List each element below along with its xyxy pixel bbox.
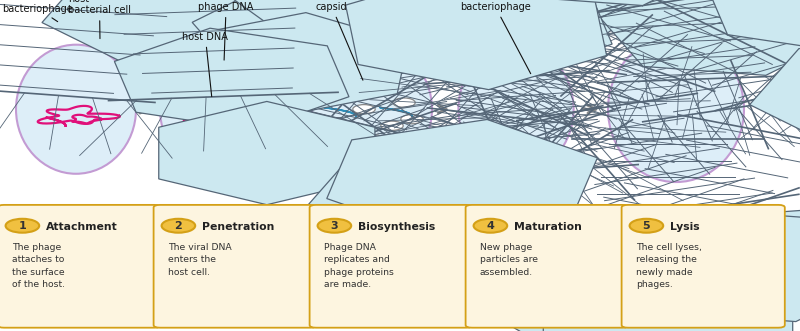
Ellipse shape — [458, 45, 574, 174]
Polygon shape — [304, 152, 550, 249]
Ellipse shape — [16, 45, 136, 174]
Text: capsid: capsid — [316, 2, 363, 80]
Polygon shape — [326, 119, 598, 237]
Polygon shape — [192, 0, 438, 80]
Text: Penetration: Penetration — [202, 222, 274, 232]
Text: host DNA: host DNA — [182, 32, 228, 97]
Text: Phage DNA
replicates and
phage proteins
are made.: Phage DNA replicates and phage proteins … — [324, 243, 394, 289]
Circle shape — [318, 219, 351, 233]
FancyBboxPatch shape — [154, 205, 317, 328]
Polygon shape — [750, 38, 800, 150]
Circle shape — [353, 105, 375, 114]
Text: phage DNA: phage DNA — [198, 2, 254, 60]
Polygon shape — [478, 0, 720, 25]
FancyBboxPatch shape — [466, 205, 629, 328]
Text: 3: 3 — [330, 221, 338, 231]
Polygon shape — [543, 248, 793, 331]
Circle shape — [393, 98, 415, 107]
Polygon shape — [378, 0, 612, 77]
Polygon shape — [600, 0, 800, 75]
Circle shape — [373, 78, 395, 87]
Circle shape — [162, 219, 195, 233]
Text: host
bacterial cell: host bacterial cell — [68, 0, 131, 39]
Polygon shape — [417, 0, 703, 4]
Text: The cell lyses,
releasing the
newly made
phages.: The cell lyses, releasing the newly made… — [636, 243, 702, 289]
Ellipse shape — [312, 45, 432, 174]
Text: Lysis: Lysis — [670, 222, 700, 232]
Text: bacteriophage: bacteriophage — [2, 4, 73, 22]
FancyBboxPatch shape — [622, 205, 785, 328]
Circle shape — [333, 85, 355, 94]
Polygon shape — [702, 0, 800, 55]
FancyBboxPatch shape — [0, 205, 161, 328]
Circle shape — [325, 118, 347, 127]
Circle shape — [401, 115, 423, 124]
Polygon shape — [42, 0, 288, 62]
Polygon shape — [229, 0, 478, 41]
Polygon shape — [667, 206, 800, 318]
Ellipse shape — [160, 45, 280, 174]
Polygon shape — [605, 210, 800, 322]
Polygon shape — [114, 28, 349, 130]
Circle shape — [6, 219, 39, 233]
Circle shape — [474, 219, 507, 233]
Text: New phage
particles are
assembled.: New phage particles are assembled. — [480, 243, 538, 277]
Text: Attachment: Attachment — [46, 222, 118, 232]
Polygon shape — [182, 13, 408, 116]
Circle shape — [381, 121, 403, 130]
Polygon shape — [450, 231, 737, 331]
Text: 4: 4 — [486, 221, 494, 231]
Polygon shape — [158, 101, 375, 205]
Circle shape — [630, 219, 663, 233]
Text: 5: 5 — [642, 221, 650, 231]
Text: 2: 2 — [174, 221, 182, 231]
Circle shape — [361, 134, 383, 144]
Polygon shape — [451, 0, 735, 6]
Text: Maturation: Maturation — [514, 222, 582, 232]
Ellipse shape — [608, 36, 744, 182]
Polygon shape — [409, 0, 659, 41]
Text: 1: 1 — [18, 221, 26, 231]
FancyBboxPatch shape — [310, 205, 473, 328]
Text: bacteriophage: bacteriophage — [460, 2, 530, 74]
Text: The phage
attaches to
the surface
of the host.: The phage attaches to the surface of the… — [12, 243, 65, 289]
Circle shape — [341, 75, 363, 84]
Text: Biosynthesis: Biosynthesis — [358, 222, 436, 232]
Polygon shape — [346, 0, 606, 90]
Text: The viral DNA
enters the
host cell.: The viral DNA enters the host cell. — [168, 243, 232, 277]
